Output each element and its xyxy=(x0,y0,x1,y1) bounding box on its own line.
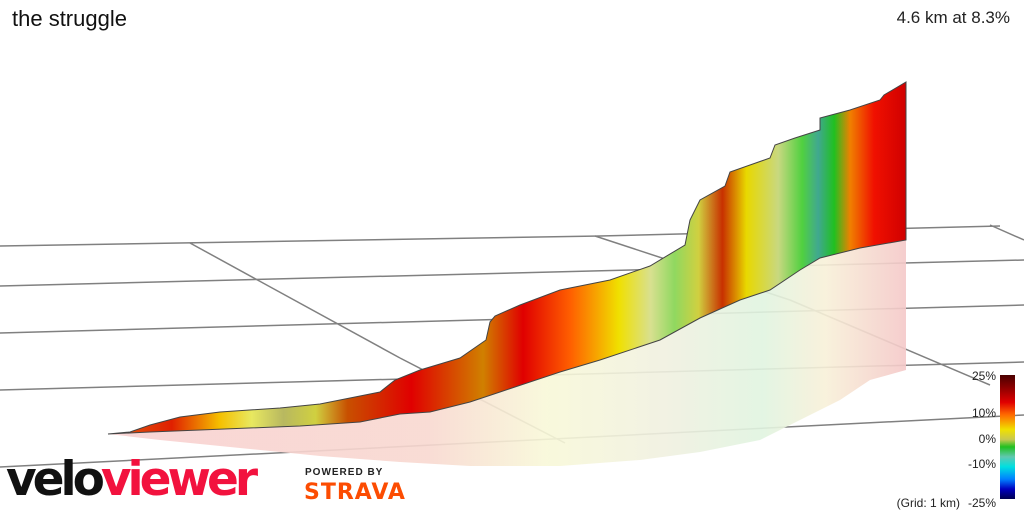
legend-label-10: 10% xyxy=(971,406,996,420)
legend-label-25: 25% xyxy=(971,369,996,383)
strava-logo[interactable]: STRAVA xyxy=(304,480,406,505)
segment-summary: 4.6 km at 8.3% xyxy=(896,8,1010,27)
profile-wall xyxy=(107,81,907,435)
veloviewer-logo[interactable]: veloviewer xyxy=(6,452,258,507)
grid-note: (Grid: 1 km) xyxy=(896,496,960,510)
segment-title: the struggle xyxy=(12,6,127,31)
legend-label-minus10: -10% xyxy=(967,457,996,471)
profile-reflection xyxy=(108,240,906,466)
legend-label-0: 0% xyxy=(978,432,996,446)
gradient-color-scale xyxy=(1000,375,1015,499)
legend-label-minus25: -25% xyxy=(967,496,996,510)
powered-by-label: POWERED BY xyxy=(305,467,384,478)
